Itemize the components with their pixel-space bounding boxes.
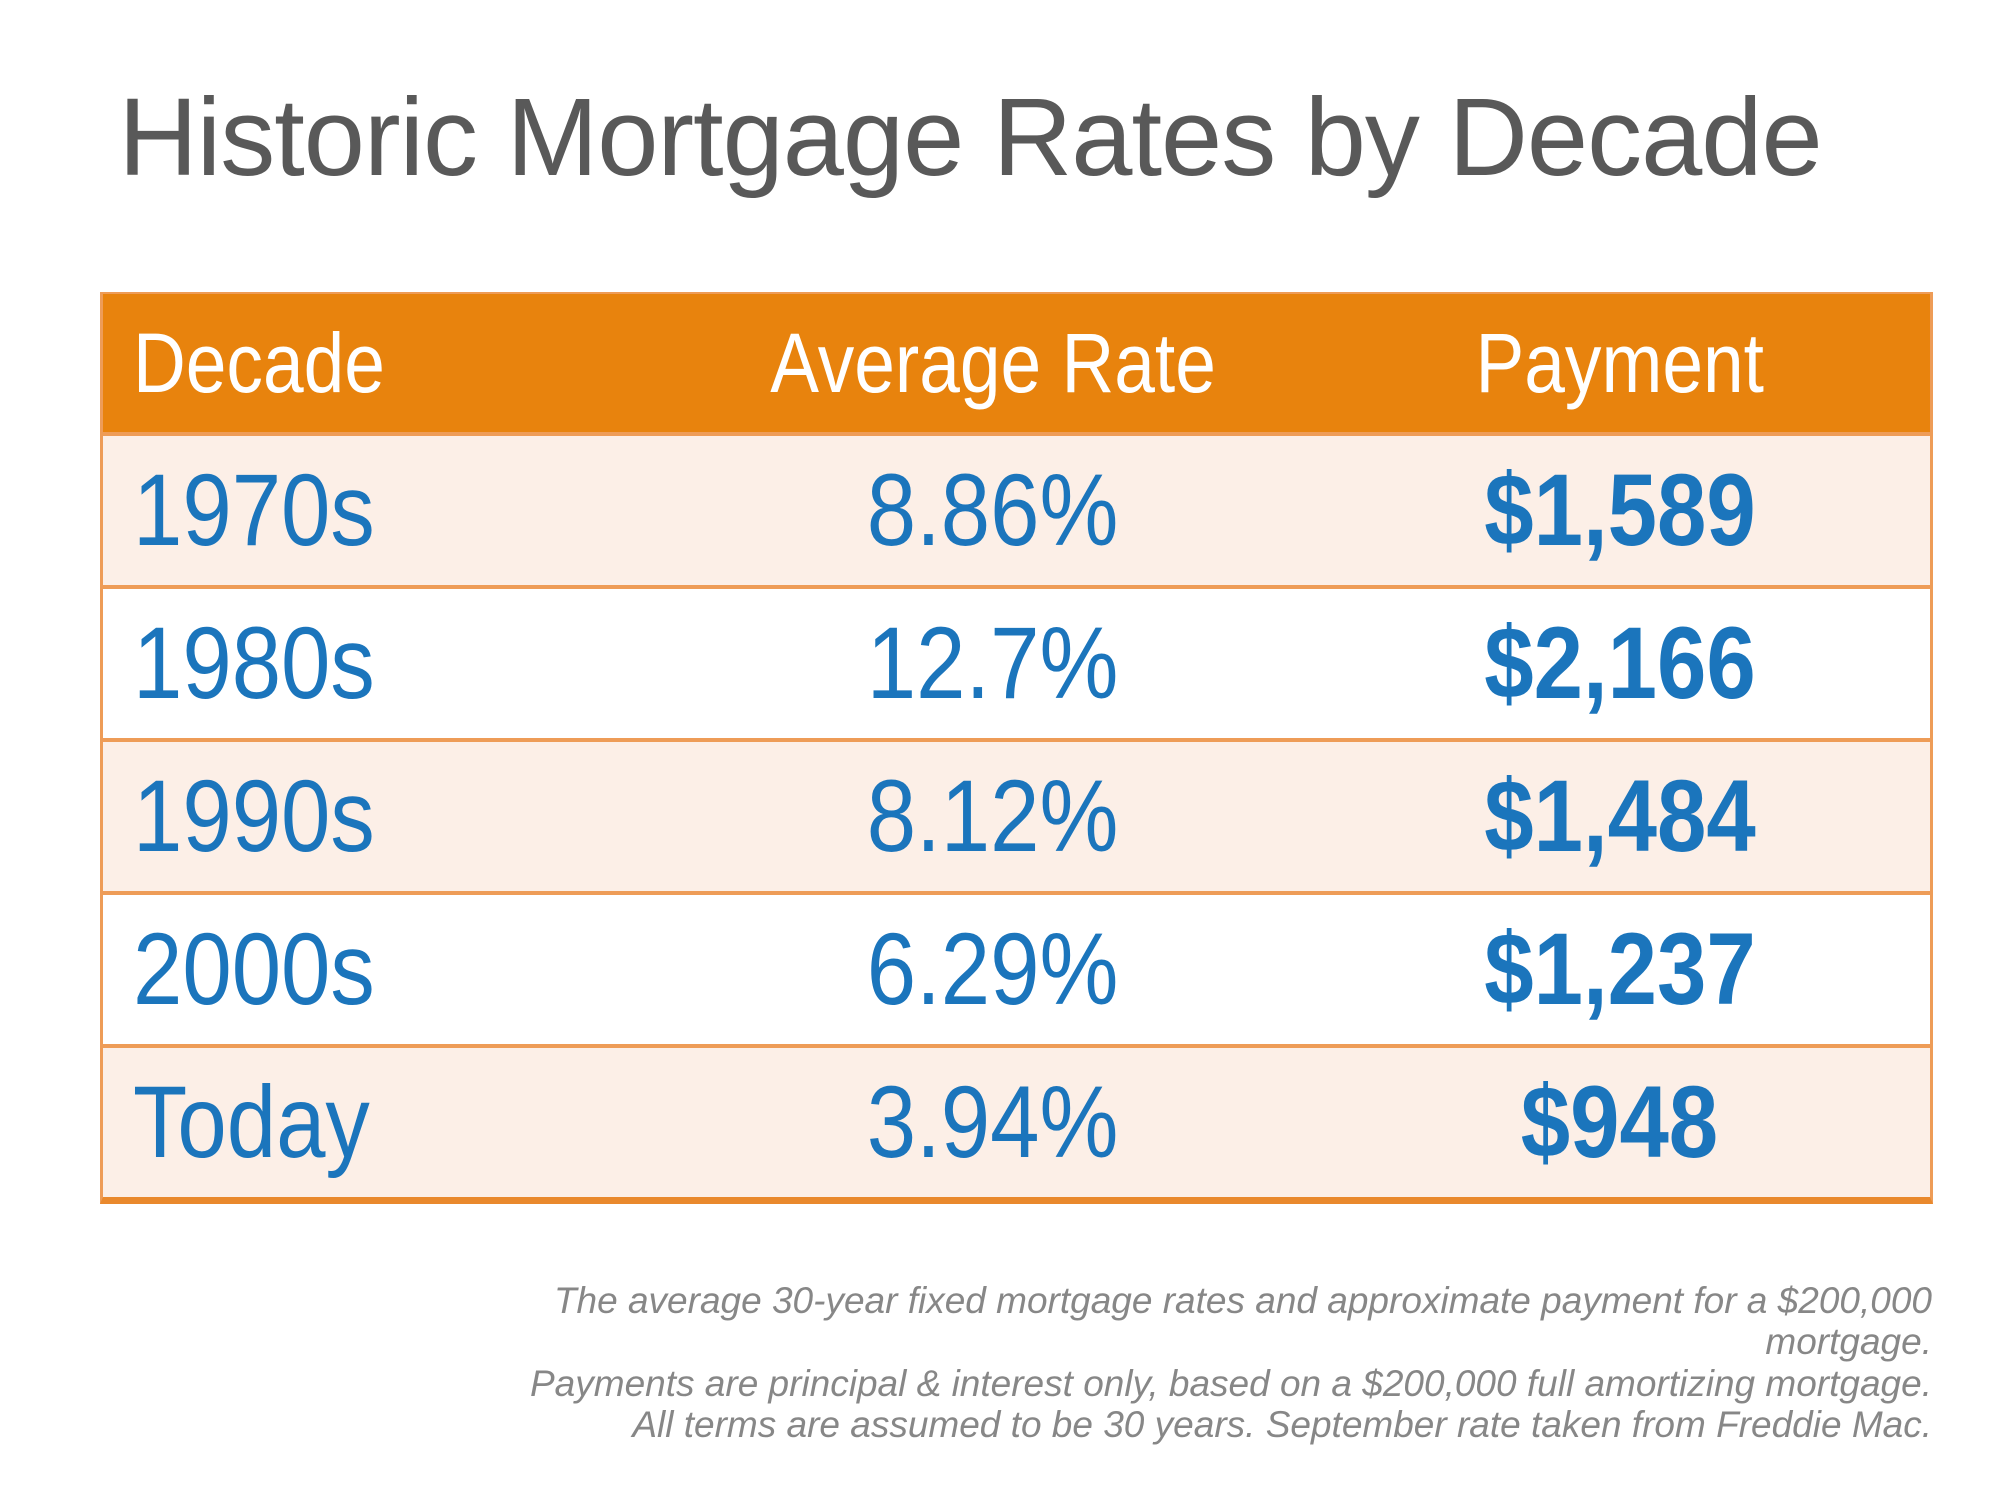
payment-cell: $948	[1343, 1064, 1896, 1181]
payment-cell: $1,589	[1343, 452, 1896, 569]
payment-value: $2,166	[1483, 606, 1756, 720]
table-row-today: Today 3.94% $948	[103, 1048, 1930, 1197]
payment-value: $1,589	[1483, 453, 1756, 567]
mortgage-rates-table: Decade Average Rate Payment 1970s 8.86% …	[100, 292, 1933, 1204]
payment-cell: $1,237	[1343, 911, 1896, 1028]
table-row-1980s: 1980s 12.7% $2,166	[103, 589, 1930, 742]
footnote-line: Payments are principal & interest only, …	[530, 1362, 1932, 1404]
decade-cell: Today	[103, 1064, 643, 1181]
payment-cell: $2,166	[1343, 605, 1896, 722]
page-title: Historic Mortgage Rates by Decade	[118, 76, 1822, 199]
rate-value: 8.12%	[867, 759, 1119, 873]
column-header-payment: Payment	[1343, 315, 1896, 412]
table-row-2000s: 2000s 6.29% $1,237	[103, 895, 1930, 1048]
decade-cell: 1970s	[103, 452, 643, 569]
decade-cell: 1980s	[103, 605, 643, 722]
decade-value: 1990s	[133, 759, 375, 873]
table-header-row: Decade Average Rate Payment	[103, 294, 1930, 436]
column-header-payment-label: Payment	[1475, 315, 1764, 410]
rate-cell: 8.12%	[643, 758, 1343, 875]
payment-cell: $1,484	[1343, 758, 1896, 875]
decade-cell: 1990s	[103, 758, 643, 875]
decade-value: Today	[133, 1065, 370, 1179]
footnote-line: The average 30-year fixed mortgage rates…	[553, 1280, 1932, 1363]
decade-cell: 2000s	[103, 911, 643, 1028]
payment-value: $1,237	[1483, 912, 1756, 1026]
table-row-1970s: 1970s 8.86% $1,589	[103, 436, 1930, 589]
decade-value: 1970s	[133, 453, 375, 567]
column-header-average-rate-label: Average Rate	[770, 315, 1216, 410]
rate-cell: 8.86%	[643, 452, 1343, 569]
footnote: The average 30-year fixed mortgage rates…	[400, 1280, 1932, 1446]
column-header-decade-label: Decade	[133, 315, 385, 410]
rate-value: 3.94%	[867, 1065, 1119, 1179]
footnote-line: All terms are assumed to be 30 years. Se…	[632, 1404, 1932, 1446]
rate-cell: 3.94%	[643, 1064, 1343, 1181]
decade-value: 1980s	[133, 606, 375, 720]
payment-value: $1,484	[1483, 759, 1756, 873]
decade-value: 2000s	[133, 912, 375, 1026]
rate-value: 12.7%	[867, 606, 1119, 720]
column-header-average-rate: Average Rate	[643, 315, 1343, 412]
rate-cell: 6.29%	[643, 911, 1343, 1028]
table-row-1990s: 1990s 8.12% $1,484	[103, 742, 1930, 895]
rate-cell: 12.7%	[643, 605, 1343, 722]
rate-value: 8.86%	[867, 453, 1119, 567]
rate-value: 6.29%	[867, 912, 1119, 1026]
payment-value: $948	[1520, 1065, 1719, 1179]
column-header-decade: Decade	[103, 315, 643, 412]
